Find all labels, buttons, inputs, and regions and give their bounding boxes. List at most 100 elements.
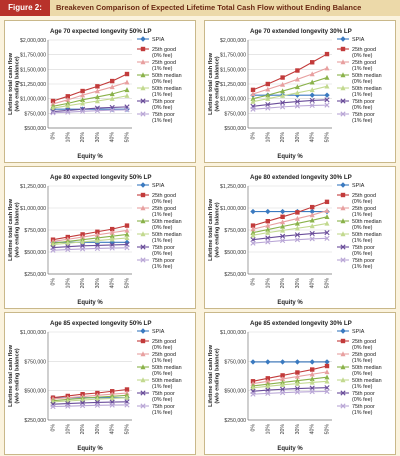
x-tick-label: 10%	[265, 132, 271, 143]
data-point	[324, 385, 330, 391]
legend-label: 75th poor (1% fee)	[352, 404, 375, 416]
data-point	[265, 81, 270, 87]
legend-entry-25th-good-0-fee: 25th good (0% fee)	[337, 338, 376, 351]
legend-entry-75th-poor-1-fee: 75th poor (1% fee)	[137, 257, 175, 270]
y-tick-label: $250,000	[224, 418, 246, 424]
legend-entry-50th-median-1-fee: 50th median (1% fee)	[337, 377, 382, 390]
data-point	[324, 214, 330, 219]
legend-label: 50th median (1% fee)	[352, 86, 382, 98]
data-point	[80, 234, 86, 240]
data-point	[309, 359, 315, 365]
data-point	[324, 374, 330, 380]
legend-label: 25th good (0% fee)	[152, 47, 176, 59]
series-line-50th-median-1-fee	[52, 237, 128, 246]
data-point	[324, 220, 330, 226]
data-point	[50, 247, 56, 253]
legend-swatch-marker	[340, 205, 346, 211]
data-point	[324, 359, 330, 365]
legend-label: 50th median (0% fee)	[352, 73, 382, 85]
y-tick-label: $1,000,000	[20, 97, 46, 103]
series-75th-poor-1-fee	[250, 235, 330, 246]
data-point	[80, 239, 86, 245]
data-point	[124, 395, 130, 400]
series-line-50th-median-0-fee	[252, 376, 328, 387]
data-point	[309, 92, 315, 98]
data-point	[294, 90, 300, 95]
legend-label: 50th median (0% fee)	[352, 219, 382, 231]
data-point	[124, 245, 130, 251]
legend-label: 25th good (0% fee)	[352, 339, 376, 351]
data-point	[265, 105, 271, 111]
legend-label: 75th poor (1% fee)	[352, 112, 375, 124]
data-point	[265, 222, 271, 228]
legend-swatch-marker	[340, 351, 346, 357]
data-point	[65, 246, 71, 253]
series-75th-poor-0-fee	[250, 230, 330, 243]
legend-entry-50th-median-0-fee: 50th median (0% fee)	[137, 364, 182, 377]
legend-swatch-marker	[340, 403, 346, 409]
x-tick-label: 10%	[65, 132, 71, 143]
legend-label: 50th median (0% fee)	[352, 365, 382, 377]
legend-swatch-marker	[340, 244, 346, 250]
y-tick-label: $1,000,000	[20, 330, 46, 336]
data-point	[94, 235, 100, 241]
x-tick-label: 0%	[51, 424, 57, 432]
y-tick-label: $750,000	[24, 111, 46, 117]
data-point	[324, 83, 330, 89]
series-75th-poor-1-fee	[250, 388, 330, 397]
legend-entry-75th-poor-0-fee: 75th poor (0% fee)	[337, 244, 375, 257]
legend-entry-50th-median-0-fee: 50th median (0% fee)	[337, 72, 382, 85]
chart-panel-age70-extended: Age 70 extended longevity 30% LP $500,000…	[204, 20, 396, 163]
data-point	[80, 97, 86, 103]
data-point	[94, 98, 100, 104]
legend-swatch-marker	[140, 403, 146, 409]
data-point	[295, 68, 300, 73]
x-tick-label: 20%	[280, 424, 286, 435]
legend-entry-50th-median-1-fee: 50th median (1% fee)	[137, 377, 182, 390]
legend-entry-75th-poor-0-fee: 75th poor (0% fee)	[337, 98, 375, 111]
legend-label: 75th poor (1% fee)	[152, 258, 175, 270]
x-tick-label: 0%	[251, 132, 257, 140]
figure-title: Breakeven Comparison of Expected Lifetim…	[56, 3, 362, 12]
legend-swatch-marker	[340, 377, 346, 383]
legend-entry-spia: SPIA	[137, 182, 165, 189]
data-point	[65, 109, 71, 115]
legend-entry-25th-good-1-fee: 25th good (1% fee)	[137, 351, 176, 364]
data-point	[65, 403, 71, 409]
data-point	[250, 232, 256, 238]
legend-entry-spia: SPIA	[137, 328, 165, 335]
data-point	[309, 371, 315, 377]
data-point	[95, 84, 100, 89]
y-axis-label: Lifetime total cash flow(w/o ending bala…	[208, 52, 220, 114]
chart-title: Age 85 extended longevity 30% LP	[250, 320, 352, 327]
data-point	[280, 237, 286, 244]
data-point	[94, 396, 100, 402]
data-point	[294, 380, 300, 386]
series-25th-good-0-fee	[50, 71, 130, 104]
x-tick-label: 0%	[251, 278, 257, 286]
data-point	[309, 71, 315, 77]
legend-swatch-marker	[140, 257, 146, 263]
legend-entry-spia: SPIA	[137, 36, 165, 43]
legend-swatch-marker	[140, 111, 146, 117]
series-50th-median-1-fee	[250, 378, 330, 390]
legend-swatch-marker	[340, 257, 346, 263]
chart-panel-age85-extended: Age 85 extended longevity 30% LP $250,000…	[204, 312, 396, 455]
data-point	[294, 225, 300, 231]
legend-label: 25th good (1% fee)	[152, 60, 176, 72]
legend-swatch-marker	[140, 377, 146, 383]
legend-entry-25th-good-0-fee: 25th good (0% fee)	[137, 338, 176, 351]
series-line-75th-poor-0-fee	[52, 106, 128, 113]
legend-label: 50th median (0% fee)	[152, 219, 182, 231]
legend-swatch-marker	[140, 205, 146, 211]
x-axis-label: Equity %	[77, 300, 103, 306]
x-tick-label: 20%	[80, 132, 86, 143]
legend-swatch-marker	[340, 46, 346, 52]
legend-swatch-marker	[340, 98, 346, 104]
series-50th-median-0-fee	[250, 74, 330, 101]
legend-entry-25th-good-1-fee: 25th good (1% fee)	[337, 59, 376, 72]
legend-swatch-marker	[140, 182, 146, 188]
series-25th-good-0-fee	[250, 51, 330, 93]
x-tick-label: 30%	[295, 424, 301, 435]
data-point	[250, 98, 256, 104]
